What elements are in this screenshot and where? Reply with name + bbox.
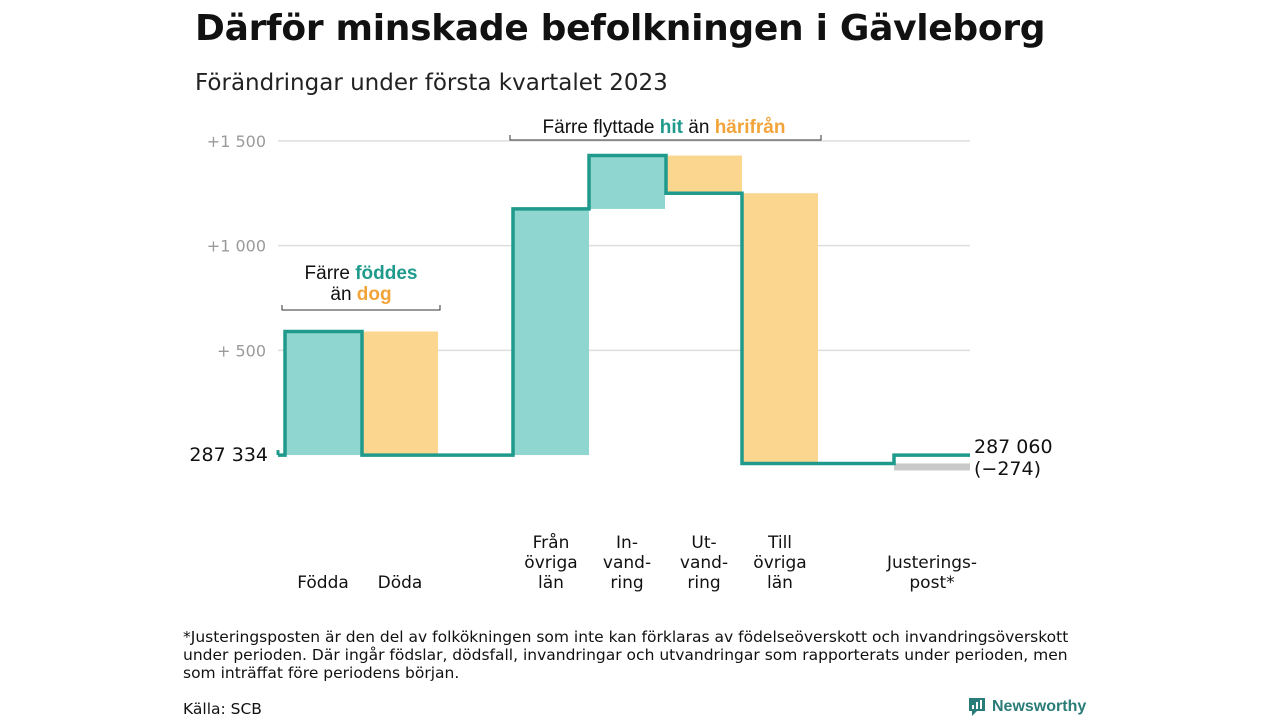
annotation-part: hit (660, 117, 684, 138)
annotation-flyttade: Färre flyttade hit än härifrån (543, 117, 786, 138)
annotation-part: härifrån (715, 117, 786, 138)
annotation-fodda-doda-line2: än dog (330, 284, 391, 305)
cumulative-step-line (278, 153, 970, 466)
category-label-justeringspost: Justerings- (886, 553, 977, 573)
start-value-label: 287 334 (189, 444, 268, 466)
y-tick-label: +1 500 (207, 132, 266, 151)
chart-subtitle: Förändringar under första kvartalet 2023 (195, 70, 668, 96)
annotation-part: än (683, 117, 715, 138)
end-value-label: 287 060 (974, 436, 1053, 458)
brand-logo: Newsworthy (968, 697, 1086, 717)
category-label-invandring: In- (616, 533, 638, 553)
annotation-part: föddes (355, 263, 417, 284)
bar-utvandring (666, 155, 742, 194)
category-label-utvandring: Ut- (691, 533, 716, 553)
category-label-invandring: vand- (603, 553, 651, 573)
bar-fran_ovriga_lan (513, 208, 589, 456)
category-label-utvandring: ring (687, 573, 720, 593)
bracket-fodda-doda (281, 305, 441, 311)
y-tick-label: + 500 (217, 341, 266, 360)
bar-till_ovriga_lan (742, 193, 818, 464)
category-label-doda: Döda (378, 573, 423, 593)
annotation-part: dog (357, 284, 392, 305)
newsworthy-logo-icon (969, 698, 985, 716)
category-label-fodda: Födda (297, 573, 349, 593)
category-label-invandring: ring (610, 573, 643, 593)
source-label: Källa: SCB (183, 700, 262, 718)
bar-invandring (589, 155, 665, 209)
annotation-part: än (330, 284, 356, 305)
bar-doda (362, 331, 438, 456)
category-label-fran_ovriga_lan: Från (533, 532, 570, 553)
category-label-fran_ovriga_lan: län (538, 573, 564, 593)
y-tick-label: +1 000 (207, 237, 266, 256)
footnote: *Justeringsposten är den del av folkökni… (183, 628, 1069, 682)
category-label-till_ovriga_lan: övriga (753, 553, 806, 573)
category-label-till_ovriga_lan: län (767, 573, 793, 593)
bar-fodda (285, 331, 361, 456)
category-label-fran_ovriga_lan: övriga (524, 553, 577, 573)
chart-title: Därför minskade befolkningen i Gävleborg (195, 8, 1046, 49)
category-label-till_ovriga_lan: Till (767, 533, 792, 553)
category-label-justeringspost: post* (909, 573, 954, 593)
bracket-flyttade (509, 135, 822, 141)
category-label-utvandring: vand- (680, 553, 728, 573)
bar-justeringspost (894, 463, 970, 471)
annotation-part: Färre (305, 263, 356, 284)
brand-name: Newsworthy (992, 698, 1087, 715)
end-change-label: (−274) (974, 458, 1041, 480)
annotation-fodda-doda-line1: Färre föddes (305, 263, 418, 284)
annotation-part: Färre flyttade (543, 117, 660, 138)
